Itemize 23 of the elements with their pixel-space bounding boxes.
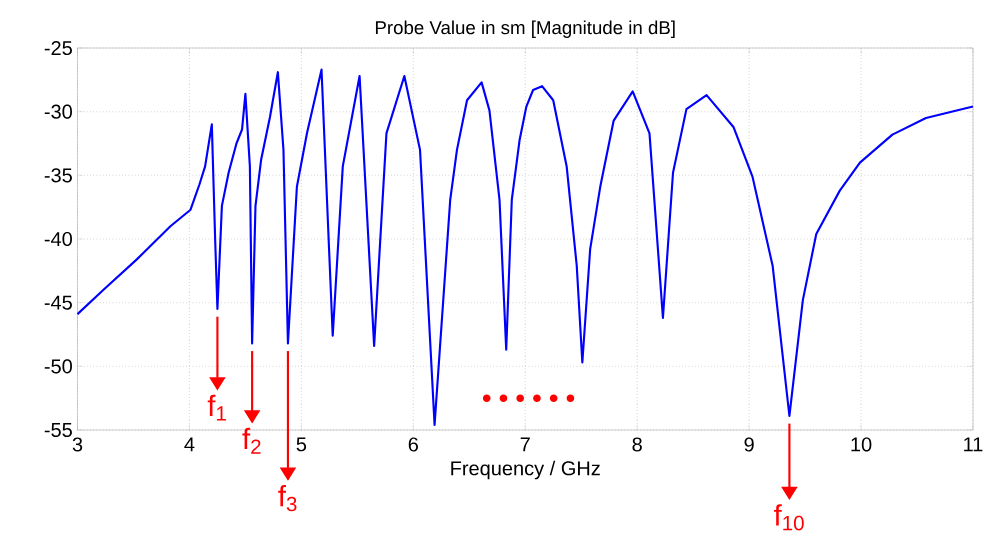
x-tick-label: 5 <box>296 437 307 452</box>
x-tick-label: 8 <box>632 437 642 452</box>
y-tick-label: -50 <box>44 359 72 374</box>
y-tick-label: -35 <box>44 168 72 183</box>
x-tick-label: 9 <box>744 437 754 452</box>
annotation: f$_{3}$ <box>278 485 297 512</box>
x-tick-label: 3 <box>72 437 83 452</box>
y-tick-label: -55 <box>44 423 72 437</box>
annotation: f$_{10}$ <box>774 504 804 531</box>
annotation: • • • • • • <box>482 394 575 403</box>
y-tick-label: -45 <box>44 295 72 310</box>
y-tick-label: -25 <box>44 40 72 56</box>
x-tick-label: 10 <box>851 437 872 452</box>
x-tick-label: 11 <box>964 437 983 452</box>
x-tick-label: 4 <box>184 437 195 452</box>
x-tick-label: 7 <box>520 437 530 452</box>
annotation: f$_{2}$ <box>242 427 261 454</box>
annotation: f$_{1}$ <box>207 394 226 421</box>
y-tick-label: -30 <box>44 104 72 119</box>
x-tick-label: 6 <box>408 437 418 452</box>
x-axis-title: Frequency / GHz <box>451 460 600 480</box>
chart-title: Probe Value in sm [Magnitude in dB] <box>375 20 675 38</box>
y-tick-label: -40 <box>44 231 72 247</box>
